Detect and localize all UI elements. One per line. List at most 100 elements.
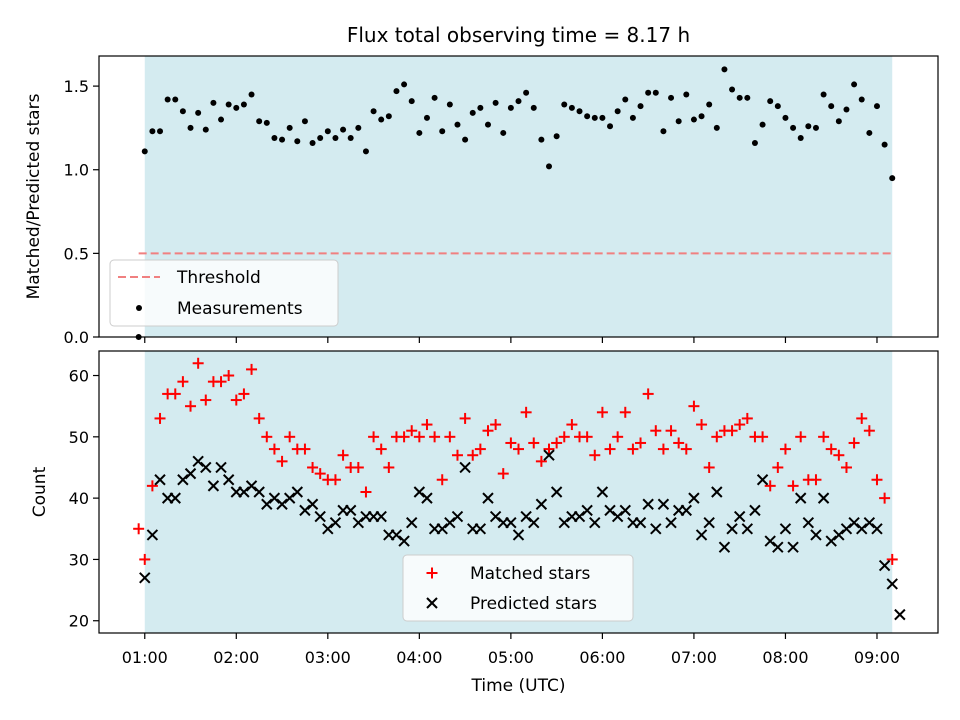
- measurement-point: [385, 113, 392, 120]
- predicted-star-point: [833, 529, 845, 541]
- matched-star-point: [627, 443, 639, 455]
- matched-star-point: [238, 388, 250, 400]
- matched-star-point: [619, 406, 631, 418]
- matched-star-point: [368, 431, 380, 443]
- matched-star-point: [192, 357, 204, 369]
- measurement-point: [782, 114, 789, 121]
- measurement-point: [797, 134, 804, 141]
- measurement-point: [584, 113, 591, 120]
- measurement-point: [370, 108, 377, 115]
- predicted-star-point: [528, 516, 540, 529]
- matched-star-point: [497, 468, 509, 480]
- matched-star-point: [833, 449, 845, 461]
- measurement-point: [820, 91, 827, 98]
- measurement-point: [530, 104, 537, 111]
- predicted-star-point: [375, 510, 387, 523]
- predicted-star-point: [398, 535, 410, 547]
- measurement-point: [286, 124, 293, 131]
- predicted-star-point: [573, 510, 586, 523]
- matched-star-point: [360, 486, 372, 498]
- legend-predicted-label: Predicted stars: [470, 594, 597, 614]
- measurement-point: [515, 98, 522, 105]
- matched-stars-points: [133, 357, 898, 565]
- measurement-point: [362, 148, 369, 155]
- bottom-legend: Matched stars Predicted stars: [402, 554, 634, 622]
- legend-threshold-label: Threshold: [176, 268, 261, 288]
- measurement-point: [324, 128, 331, 135]
- matched-star-point: [268, 443, 280, 455]
- measurement-point: [553, 133, 560, 140]
- predicted-star-point: [215, 461, 227, 474]
- measurement-point: [812, 124, 819, 131]
- y-tick-label: 40: [69, 489, 89, 508]
- measurement-point: [889, 175, 896, 182]
- matched-star-point: [764, 480, 776, 492]
- measurement-point: [858, 96, 865, 103]
- predicted-star-point: [352, 516, 365, 529]
- top-legend-box: [109, 259, 339, 327]
- matched-star-point: [665, 425, 677, 437]
- matched-star-point: [810, 474, 822, 486]
- top-panel: 0.0 0.5 1.0 1.5 Flux total observing time =…: [24, 23, 939, 347]
- predicted-star-point: [322, 523, 334, 535]
- measurement-point: [393, 88, 400, 95]
- measurement-point: [591, 114, 598, 121]
- top-x-ticks: [144, 337, 878, 343]
- predicted-star-point: [253, 486, 265, 498]
- x-tick-label: 08:00: [762, 648, 808, 667]
- predicted-star-point: [512, 529, 525, 541]
- predicted-star-point: [245, 480, 258, 492]
- measurement-point: [492, 99, 499, 106]
- measurement-point: [561, 101, 568, 108]
- predicted-star-point: [299, 504, 311, 517]
- bottom-y-ticks: 20 30 40 50 60: [69, 367, 99, 631]
- measurement-point: [210, 99, 217, 106]
- measurement-point: [164, 96, 171, 103]
- matched-star-point: [413, 431, 425, 443]
- measurement-point: [538, 136, 545, 143]
- bottom-legend-box: [402, 554, 634, 622]
- matched-star-point: [558, 431, 570, 443]
- x-tick-label: 07:00: [671, 648, 717, 667]
- predicted-star-point: [268, 492, 281, 504]
- y-tick-label: 1.0: [64, 161, 89, 180]
- measurement-point: [279, 136, 286, 143]
- measurement-point: [599, 114, 606, 121]
- predicted-star-point: [863, 516, 876, 529]
- top-plot-frame: [98, 55, 939, 338]
- matched-star-point: [276, 455, 288, 467]
- matched-star-point: [223, 370, 235, 382]
- measurement-point: [500, 129, 507, 136]
- measurement-point: [614, 108, 621, 115]
- matched-star-point: [352, 461, 364, 473]
- x-tick-label: 09:00: [854, 648, 900, 667]
- matched-star-point: [474, 443, 486, 455]
- measurement-point: [790, 124, 797, 131]
- measurement-point: [477, 104, 484, 111]
- matched-star-point: [490, 419, 502, 431]
- matched-star-point: [383, 461, 395, 473]
- predicted-star-point: [520, 510, 532, 523]
- predicted-star-point: [589, 516, 601, 529]
- matched-star-point: [169, 388, 181, 400]
- measurement-point: [751, 139, 758, 146]
- matched-star-point: [856, 412, 868, 424]
- measurement-point: [256, 118, 263, 125]
- matched-star-point: [848, 437, 860, 449]
- measurement-point: [690, 116, 697, 123]
- predicted-star-point: [810, 529, 822, 541]
- measurement-point: [851, 81, 858, 88]
- measurement-point: [645, 89, 652, 96]
- predicted-star-point: [291, 486, 304, 498]
- measurement-point: [484, 121, 491, 128]
- bottom-x-ticks: 01:00 02:00 03:00 04:00 05:00 06:00 07:00 08:00…: [122, 633, 900, 667]
- measurement-point: [721, 66, 728, 73]
- measurement-point: [759, 121, 766, 128]
- matched-star-point: [436, 474, 448, 486]
- matched-star-point: [779, 443, 791, 455]
- bottom-y-axis-label: Count: [30, 466, 50, 517]
- predicted-star-point: [871, 523, 883, 535]
- measurement-point: [195, 109, 202, 116]
- x-tick-label: 03:00: [305, 648, 351, 667]
